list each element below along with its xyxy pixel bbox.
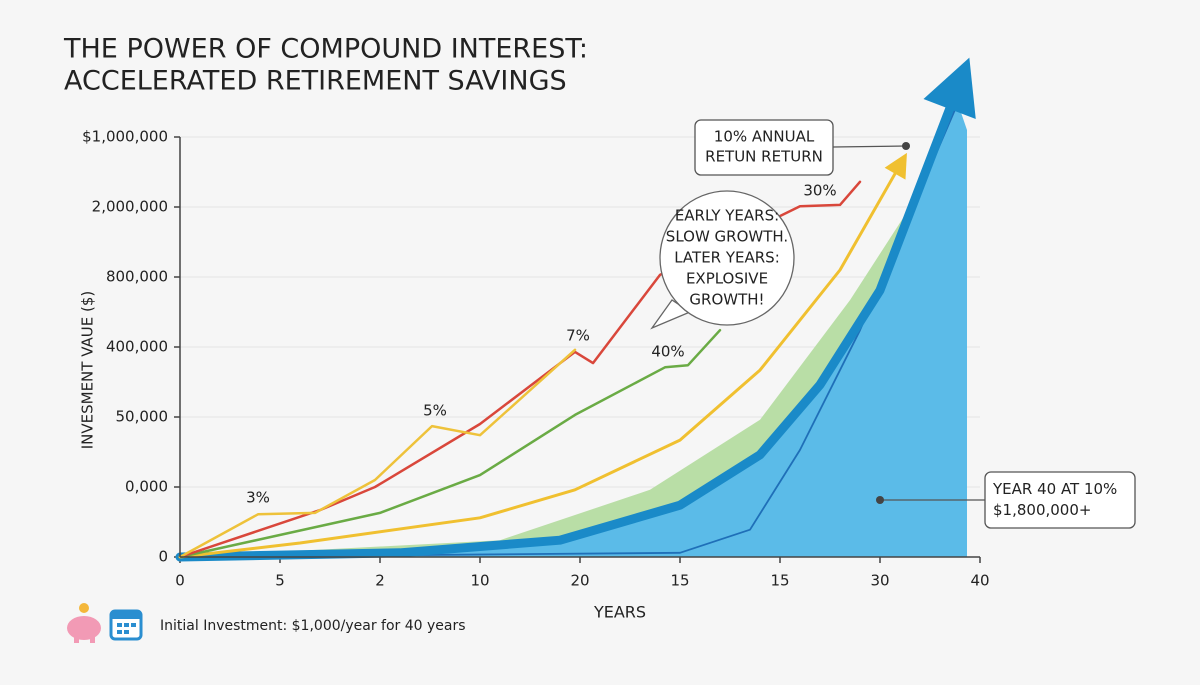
- marker-dot: [902, 142, 910, 150]
- y-tick-label: 800,000: [106, 268, 168, 286]
- annotation: RETUN RETURN: [705, 148, 823, 166]
- line: [175, 90, 960, 562]
- annotation: YEAR 40 AT 10%: [992, 480, 1117, 498]
- x-tick-label: 15: [770, 572, 789, 590]
- y-axis-label: INVESMENT VAUE ($): [79, 291, 97, 450]
- speech-bubble: [659, 190, 795, 326]
- annotation: 30%: [803, 182, 836, 200]
- line: [178, 163, 902, 559]
- x-tick-label: 5: [275, 572, 285, 590]
- y-tick-label: 2,000,000: [92, 198, 168, 216]
- x-tick-label: 2: [375, 572, 385, 590]
- annotation: SLOW GROWTH.: [666, 228, 788, 246]
- connector: [832, 145, 907, 148]
- annotation: GROWTH!: [689, 291, 764, 309]
- annotation: 7%: [566, 327, 590, 345]
- y-tick-label: 400,000: [106, 338, 168, 356]
- area: [180, 95, 967, 557]
- chart-title: ACCELERATED RETIREMENT SAVINGS: [64, 66, 567, 97]
- annotation: EXPLOSIVE: [686, 270, 768, 288]
- annotation: 40%: [651, 343, 684, 361]
- x-tick-label: 20: [570, 572, 589, 590]
- annotation-box: [694, 119, 834, 176]
- arrow-head: [884, 152, 907, 180]
- marker-dot: [876, 496, 884, 504]
- y-tick-label: 50,000: [116, 408, 169, 426]
- plot-area: 0 0,000 50,000 400,000 800,000 2,000,000 $1,00…: [82, 57, 1136, 590]
- x-tick-label: 40: [970, 572, 989, 590]
- piggy-icon: [67, 603, 101, 643]
- x-axis-label: YEARS: [593, 603, 646, 622]
- y-tick-label: $1,000,000: [82, 128, 168, 146]
- x-tick-label: 0: [175, 572, 185, 590]
- x-tick-label: 30: [870, 572, 889, 590]
- annotation: 10% ANNUAL: [714, 128, 815, 146]
- line: [178, 348, 577, 559]
- footnote: Initial Investment: $1,000/year for 40 y…: [160, 618, 466, 634]
- y-tick-label: 0: [158, 548, 168, 566]
- line: [178, 180, 862, 559]
- chart-title: THE POWER OF COMPOUND INTEREST:: [63, 34, 588, 65]
- calendar-icon: [109, 609, 143, 641]
- annotation-box: [984, 471, 1136, 529]
- y-tick-label: 0,000: [125, 478, 168, 496]
- x-tick-label: 15: [670, 572, 689, 590]
- annotation: LATER YEARS:: [674, 249, 780, 267]
- arrow-head: [923, 57, 976, 120]
- x-tick-label: 10: [470, 572, 489, 590]
- line: [178, 328, 722, 559]
- annotation: EARLY YEARS:: [675, 207, 779, 225]
- annotation: 3%: [246, 489, 270, 507]
- annotation: 5%: [423, 402, 447, 420]
- annotation: $1,800,000+: [993, 501, 1091, 519]
